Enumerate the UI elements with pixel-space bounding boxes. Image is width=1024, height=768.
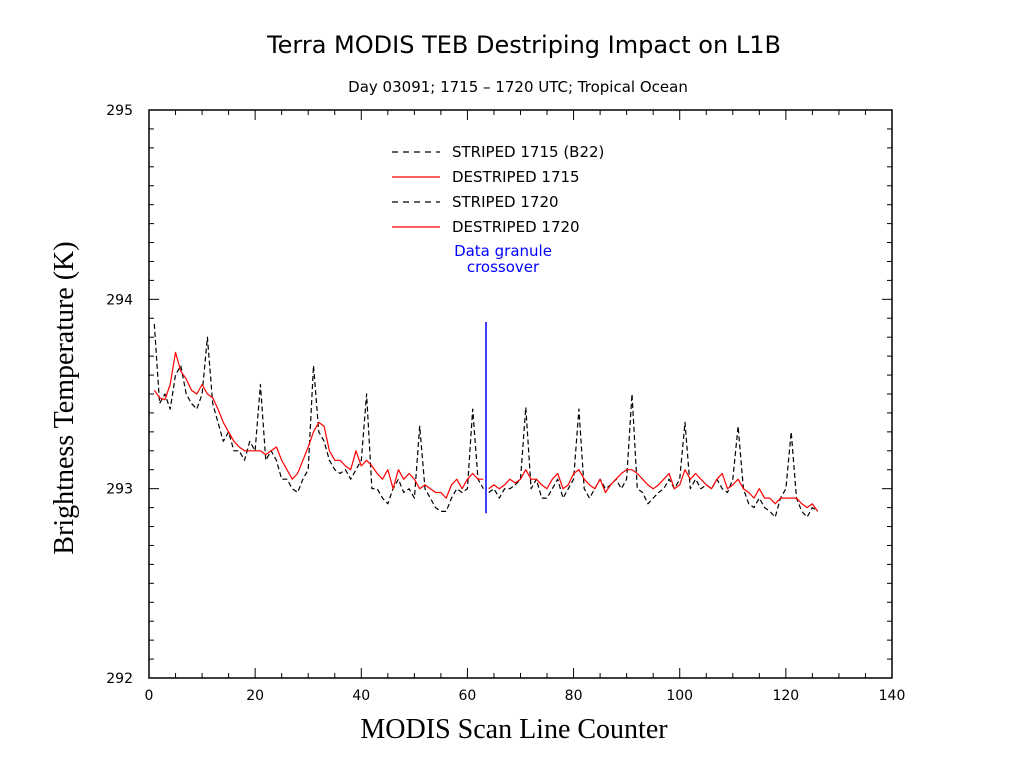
y-tick-label: 294 <box>106 292 133 308</box>
y-tick-label: 293 <box>106 482 133 498</box>
x-tick-label: 60 <box>459 688 477 704</box>
x-tick-label: 0 <box>145 688 154 704</box>
series-line-1 <box>153 323 484 512</box>
series-line-3 <box>488 393 819 518</box>
legend-label: DESTRIPED 1715 <box>452 168 580 186</box>
y-axis: 292 293 294 295 <box>106 103 892 687</box>
x-axis-label: MODIS Scan Line Counter <box>360 714 668 745</box>
x-tick-label: 140 <box>879 688 906 704</box>
x-tick-label: 80 <box>565 688 583 704</box>
crossover-annotation-text: crossover <box>467 258 540 276</box>
legend: STRIPED 1715 (B22) DESTRIPED 1715 STRIPED … <box>392 143 604 236</box>
legend-label: DESTRIPED 1720 <box>452 218 580 236</box>
legend-label: STRIPED 1715 (B22) <box>452 143 604 161</box>
legend-label: STRIPED 1720 <box>452 193 559 211</box>
y-axis-label: Brightness Temperature (K) <box>49 241 80 554</box>
y-tick-label: 295 <box>106 103 133 119</box>
y-tick-label: 292 <box>106 671 133 687</box>
x-axis: 0 20 40 60 80 100 120 140 <box>145 110 906 704</box>
series-layer <box>153 323 819 518</box>
chart-title: Terra MODIS TEB Destriping Impact on L1B <box>266 31 781 59</box>
x-tick-label: 40 <box>352 688 370 704</box>
chart-subtitle: Day 03091; 1715 – 1720 UTC; Tropical Oce… <box>348 78 688 96</box>
x-tick-label: 20 <box>246 688 264 704</box>
series-line-2 <box>153 351 484 499</box>
crossover-annotation-text: Data granule <box>454 242 552 260</box>
x-tick-label: 100 <box>666 688 693 704</box>
x-tick-label: 120 <box>772 688 799 704</box>
series-line-4 <box>488 469 819 512</box>
